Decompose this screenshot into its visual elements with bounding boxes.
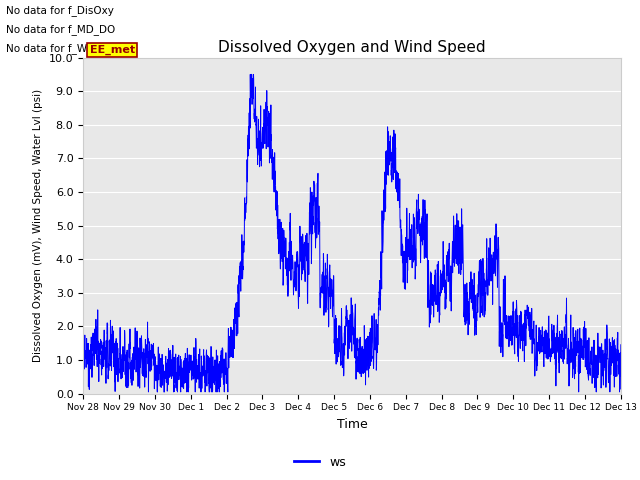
X-axis label: Time: Time [337,418,367,431]
Title: Dissolved Oxygen and Wind Speed: Dissolved Oxygen and Wind Speed [218,40,486,55]
Y-axis label: Dissolved Oxygen (mV), Wind Speed, Water Lvl (psi): Dissolved Oxygen (mV), Wind Speed, Water… [33,89,44,362]
Text: EE_met: EE_met [90,45,135,55]
Text: No data for f_WaterLevel: No data for f_WaterLevel [6,43,136,54]
Text: No data for f_DisOxy: No data for f_DisOxy [6,5,115,16]
Legend: ws: ws [289,451,351,474]
Text: No data for f_MD_DO: No data for f_MD_DO [6,24,116,35]
